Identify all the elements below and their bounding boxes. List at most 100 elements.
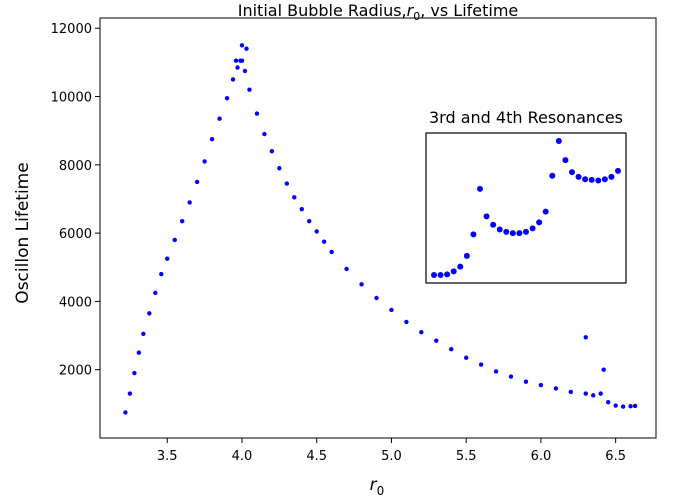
data-point — [538, 382, 544, 388]
x-tick-label: 3.5 — [157, 449, 178, 464]
data-point — [329, 249, 334, 255]
y-axis-label: Oscillon Lifetime — [13, 162, 33, 303]
inset-point — [523, 228, 529, 235]
data-point — [583, 391, 588, 396]
data-point — [147, 311, 152, 316]
data-point — [159, 271, 164, 277]
x-axis-label: r0 — [370, 475, 385, 498]
inset-point — [575, 173, 582, 180]
data-point — [419, 329, 424, 335]
data-point — [404, 319, 409, 325]
data-point — [136, 350, 142, 355]
y-tick-label: 12000 — [51, 22, 92, 37]
data-point — [202, 159, 207, 164]
spike-point — [244, 46, 249, 51]
data-point — [217, 116, 222, 121]
data-point — [242, 68, 248, 74]
data-point — [321, 239, 327, 244]
data-point — [591, 393, 596, 398]
data-point — [553, 386, 559, 391]
x-axis-label-symbol: r — [370, 475, 378, 495]
chart-title-tail: , vs Lifetime — [420, 1, 518, 20]
inset-point — [437, 272, 444, 278]
x-tick-label: 4.0 — [232, 449, 253, 464]
data-point — [247, 87, 252, 92]
data-point — [389, 307, 394, 313]
inset-point — [496, 226, 503, 233]
inset-point — [549, 172, 556, 179]
data-point — [344, 266, 349, 272]
inset-point — [470, 231, 477, 238]
inset-point — [503, 228, 510, 235]
data-point — [523, 379, 529, 384]
data-point — [598, 391, 603, 396]
inset-points — [431, 138, 621, 278]
inset-point — [601, 176, 608, 183]
data-point — [269, 148, 275, 154]
inset-point — [588, 176, 595, 183]
chart-title: Initial Bubble Radius,r0, vs Lifetime — [238, 1, 519, 23]
data-point — [284, 181, 290, 186]
inset-point — [450, 268, 457, 275]
data-point — [478, 362, 484, 367]
spike-point — [233, 58, 239, 63]
inset-point — [529, 225, 536, 232]
x-tick-label: 6.5 — [605, 449, 626, 464]
data-point — [254, 111, 260, 116]
inset-title: 3rd and 4th Resonances — [429, 108, 623, 127]
y-tick-label: 8000 — [59, 159, 92, 174]
data-point — [632, 403, 638, 409]
spike-point — [583, 335, 588, 340]
data-point — [434, 338, 439, 343]
y-tick-label: 2000 — [59, 364, 92, 379]
data-point — [628, 404, 633, 409]
data-point — [209, 137, 215, 142]
inset-point — [595, 177, 602, 184]
data-point — [359, 282, 364, 287]
inset-point — [457, 263, 464, 270]
chart-title-text: Initial Bubble Radius, — [238, 1, 407, 20]
spike-point — [239, 43, 245, 48]
data-point — [613, 403, 618, 408]
x-tick-label: 4.5 — [306, 449, 327, 464]
data-point — [299, 207, 304, 212]
inset-point — [444, 271, 451, 278]
inset-frame — [425, 132, 627, 284]
inset-point — [431, 272, 437, 278]
data-point — [180, 218, 185, 224]
data-point — [123, 410, 128, 415]
inset-point — [562, 157, 569, 164]
x-axis-ticks: 3.5 4.0 4.5 5.0 5.5 6.0 6.5 — [157, 438, 626, 464]
data-point — [463, 355, 469, 360]
x-tick-label: 6.0 — [531, 449, 552, 464]
data-point — [165, 256, 170, 261]
inset-point — [516, 230, 523, 237]
data-point — [127, 391, 133, 396]
plot-frame — [99, 17, 657, 439]
y-axis-ticks: 2000 4000 6000 8000 10000 12000 — [51, 22, 100, 379]
inset-point — [509, 230, 516, 237]
spike-point — [601, 367, 606, 372]
inset-point — [615, 167, 621, 174]
data-point — [620, 404, 626, 409]
x-tick-label: 5.5 — [456, 449, 477, 464]
data-point — [262, 131, 267, 137]
data-point — [132, 370, 137, 376]
data-point — [374, 295, 379, 301]
data-point — [292, 195, 297, 200]
data-point — [568, 389, 574, 395]
data-point — [172, 237, 177, 243]
y-tick-label: 10000 — [51, 91, 92, 106]
y-tick-label: 4000 — [59, 295, 92, 310]
data-point — [224, 96, 230, 101]
inset-point — [477, 185, 483, 192]
data-point — [235, 65, 240, 70]
data-point — [449, 347, 454, 352]
data-point — [194, 179, 200, 185]
data-point — [187, 200, 192, 205]
inset-point — [483, 213, 490, 220]
data-point — [277, 166, 282, 171]
data-point — [230, 77, 236, 82]
inset-point — [490, 221, 497, 228]
